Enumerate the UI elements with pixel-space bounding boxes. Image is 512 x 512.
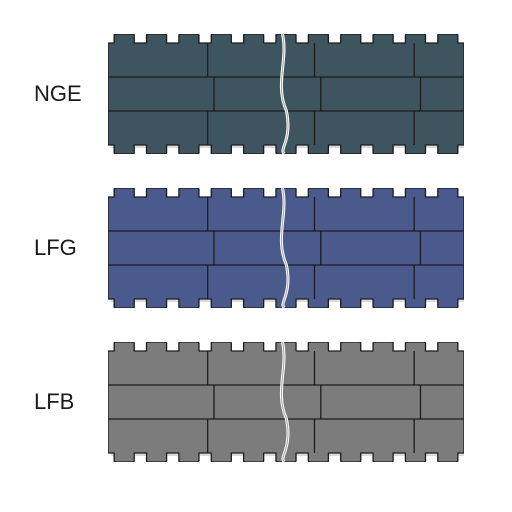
belt-lfg: [108, 188, 464, 308]
label-nge: NGE: [34, 81, 82, 107]
label-lfg: LFG: [34, 235, 77, 261]
belt-variants-diagram: NGE LFG LFB: [0, 0, 512, 512]
label-lfb: LFB: [34, 389, 74, 415]
belt-lfb: [108, 342, 464, 462]
belt-nge: [108, 34, 464, 154]
